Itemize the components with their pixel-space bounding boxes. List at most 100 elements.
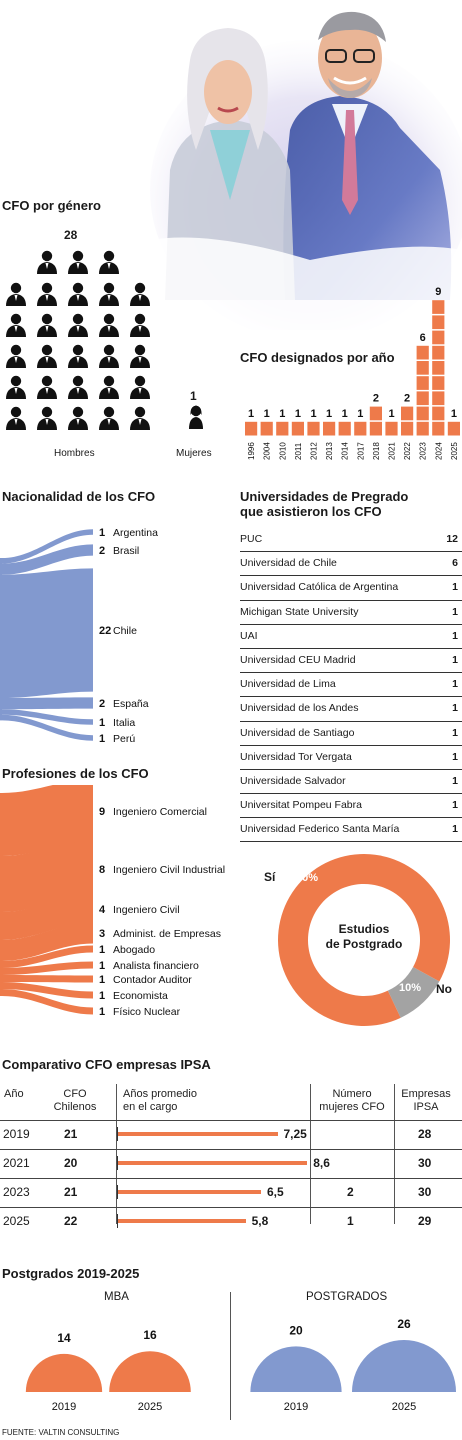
flow-category-label: Brasil [113, 545, 139, 557]
university-name: Universidad Tor Vergata [240, 750, 352, 763]
university-count: 12 [446, 533, 458, 545]
university-row: Universidad Federico Santa María 1 [240, 818, 462, 843]
ipsa-header-women: Número mujeres CFO [312, 1088, 392, 1114]
flow-value-label: 1 [99, 527, 105, 539]
ipsa-companies-count: 29 [418, 1214, 432, 1228]
bar-segment [432, 345, 445, 360]
flow-value-label: 2 [99, 698, 105, 710]
flow-value-label: 1 [99, 960, 105, 972]
bar-value-label: 2 [373, 393, 379, 405]
university-count: 1 [452, 629, 458, 642]
bar-segment [416, 376, 429, 390]
university-row: Michigan State University 1 [240, 601, 462, 625]
man-icon [6, 313, 26, 337]
university-count: 1 [452, 653, 458, 666]
flow-value-label: 8 [99, 864, 105, 876]
bar-year-label: 2024 [434, 442, 443, 460]
ipsa-row: 2019 21 7,25 28 [0, 1120, 462, 1147]
ipsa-header-women-line1: Número [332, 1088, 372, 1100]
flow-band [2, 982, 93, 999]
flow-band [2, 697, 93, 710]
donut-yes-pct: 90% [296, 872, 319, 884]
flow-value-label: 1 [99, 990, 105, 1002]
semicircle [351, 1340, 457, 1392]
man-icon [68, 344, 88, 368]
bar-segment [416, 421, 429, 436]
semicircle-year-label: 2019 [284, 1401, 308, 1413]
bar-year-label: 2018 [372, 442, 381, 460]
bar-segment [276, 421, 289, 436]
ipsa-year: 2023 [3, 1185, 30, 1199]
designated-title: CFO designados por año [240, 350, 395, 365]
ipsa-divider-2 [310, 1084, 311, 1224]
man-icon [130, 282, 150, 306]
man-icon [68, 375, 88, 399]
ipsa-header-companies: Empresas IPSA [396, 1088, 456, 1114]
bar-segment [369, 421, 382, 436]
ipsa-women-count: 2 [347, 1185, 354, 1199]
flow-category-label: Chile [113, 625, 137, 637]
bar-value-label: 1 [357, 408, 363, 420]
university-row: Universidad CEU Madrid 1 [240, 649, 462, 674]
semicircle-year-label: 2025 [138, 1401, 162, 1413]
university-row: PUC 12 [240, 528, 462, 553]
ipsa-header-cfo: CFO Chilenos [50, 1088, 100, 1114]
semicircle-value-label: 26 [397, 1317, 411, 1331]
university-row: Universidad Tor Vergata 1 [240, 746, 462, 770]
bar-year-label: 2025 [450, 442, 459, 460]
university-count: 1 [452, 750, 458, 763]
university-name: Universidad Federico Santa María [240, 823, 400, 836]
flow-category-label: Ingeniero Civil Industrial [113, 864, 225, 876]
university-name: Universidad Católica de Argentina [240, 581, 399, 594]
university-count: 1 [452, 726, 458, 739]
ipsa-avg-bar [118, 1190, 261, 1194]
flow-band [2, 568, 93, 698]
ipsa-avg-label: 5,8 [251, 1214, 269, 1228]
flow-category-label: Administ. de Empresas [113, 928, 221, 940]
universities-title: Universidades de Pregrado que asistieron… [240, 489, 408, 519]
bar-segment [323, 421, 336, 436]
bar-value-label: 1 [264, 408, 270, 420]
university-row: Universidad de Lima 1 [240, 673, 462, 698]
university-name: Universidad de Chile [240, 557, 337, 570]
ipsa-avg-bar [118, 1132, 278, 1136]
bar-year-label: 2011 [294, 442, 303, 460]
university-name: Universidad de los Andes [240, 702, 359, 715]
flow-value-label: 1 [99, 1006, 105, 1018]
bar-value-label: 2 [404, 393, 410, 405]
bar-segment [385, 421, 398, 436]
bar-segment [432, 300, 445, 314]
university-count: 1 [452, 823, 458, 836]
ipsa-bar-tick [117, 1156, 118, 1170]
flow-category-label: Contador Auditor [113, 974, 192, 986]
bar-segment [432, 406, 445, 421]
bar-segment [307, 421, 320, 436]
bar-value-label: 1 [451, 408, 457, 420]
bar-year-label: 2017 [356, 442, 365, 460]
ipsa-avg-bar [118, 1219, 246, 1223]
university-name: Universidad CEU Madrid [240, 653, 356, 666]
bar-segment [338, 421, 351, 436]
university-row: UAI 1 [240, 625, 462, 649]
flow-category-label: Perú [113, 733, 135, 745]
postgrados-divider [230, 1292, 231, 1420]
semicircle [109, 1351, 191, 1392]
flow-band [2, 989, 93, 1015]
ipsa-cfo-count: 21 [64, 1127, 78, 1141]
man-icon [130, 313, 150, 337]
ipsa-divider-3 [394, 1084, 395, 1224]
donut-no-pct: 10% [399, 982, 422, 994]
ipsa-avg-bar [118, 1161, 308, 1165]
semicircle-year-label: 2019 [52, 1401, 76, 1413]
bar-value-label: 1 [248, 408, 254, 420]
ipsa-bar-tick [117, 1127, 118, 1141]
flow-band [2, 529, 93, 564]
man-icon [68, 250, 88, 274]
semicircle [25, 1353, 103, 1392]
ipsa-divider-1 [116, 1084, 117, 1224]
donut-no-label: No [436, 982, 452, 996]
bar-value-label: 1 [310, 408, 316, 420]
ipsa-avg-label: 8,6 [313, 1156, 330, 1170]
university-row: Universidad Católica de Argentina 1 [240, 576, 462, 601]
flow-value-label: 2 [99, 545, 105, 557]
